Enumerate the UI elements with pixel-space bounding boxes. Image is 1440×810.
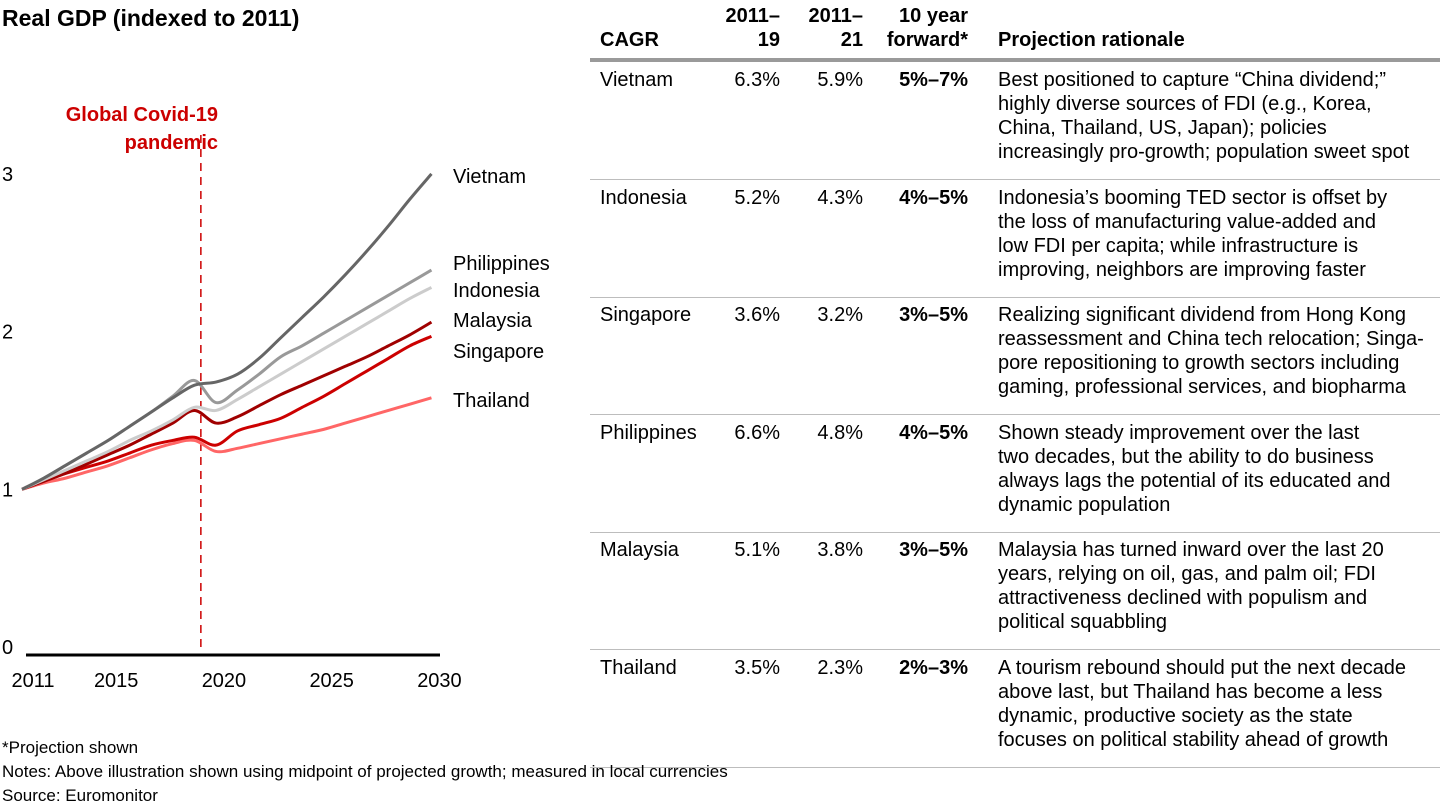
rationale-line: political squabbling (998, 611, 1168, 633)
forward-projection-cell: 4%–5% (899, 186, 968, 209)
table-row: Indonesia 5.2% 4.3% 4%–5% Indonesia’s boomin… (590, 180, 1440, 298)
cagr-2011-21-cell: 4.8% (817, 421, 863, 444)
series-line-singapore (21, 334, 433, 491)
footnote-notes: Notes: Above illustration shown using mi… (2, 762, 728, 781)
cagr-2011-19-cell: 5.1% (734, 539, 780, 561)
rationale-line: Malaysia has turned inward over the last… (998, 539, 1384, 561)
header-2011-21: 2011– 21 (808, 5, 863, 51)
country-cell: Singapore (600, 304, 692, 326)
rationale-line: pore repositioning to growth sectors inc… (998, 352, 1400, 374)
rationale-line: Shown steady improvement over the last (998, 421, 1360, 444)
header-2011-19: 2011– 19 (725, 5, 780, 51)
footnote-projection: *Projection shown (2, 738, 139, 757)
rationale-line: increasingly pro-growth; population swee… (998, 141, 1410, 163)
x-tick-label: 2025 (309, 670, 354, 692)
rationale-line: low FDI per capita; while infrastructure… (998, 234, 1359, 257)
rationale-cell: Best positioned to capture “China divide… (998, 68, 1409, 164)
x-tick-label: 2020 (202, 670, 247, 692)
forward-projection-cell: 2%–3% (899, 656, 968, 679)
footnote-source: Source: Euromonitor (2, 786, 158, 805)
country-cell: Thailand (600, 656, 677, 679)
rationale-line: always lags the potential of its educate… (998, 469, 1391, 492)
country-cell: Philippines (600, 421, 697, 444)
series-label: Malaysia (453, 310, 533, 332)
forward-projection-cell: 3%–5% (899, 304, 968, 326)
cagr-2011-19-cell: 3.5% (734, 656, 780, 679)
cagr-2011-21-cell: 2.3% (817, 656, 863, 679)
table-row: Singapore 3.6% 3.2% 3%–5% Realizing signific… (590, 297, 1440, 415)
rationale-cell: Malaysia has turned inward over the last… (998, 538, 1384, 634)
rationale-cell: A tourism rebound should put the next de… (998, 656, 1406, 752)
series-label: Philippines (453, 253, 550, 275)
series-label: Singapore (453, 341, 544, 363)
header-rationale: Projection rationale (998, 29, 1185, 51)
rationale-line: dynamic, productive society as the state (998, 704, 1353, 727)
rationale-line: Best positioned to capture “China divide… (998, 69, 1387, 91)
x-tick-label: 2011 (11, 670, 54, 692)
table-row: Thailand 3.5% 2.3% 2%–3% A tourism rebound s… (590, 650, 1440, 768)
rationale-line: improving, neighbors are improving faste… (998, 258, 1366, 281)
table-header: CAGR 2011– 19 2011– 21 10 year forward* Pro… (590, 0, 1440, 62)
rationale-line: focuses on political stability ahead of … (998, 728, 1389, 751)
rationale-line: Realizing significant dividend from Hong… (998, 304, 1407, 326)
forward-projection-cell: 5%–7% (899, 69, 968, 91)
series-line-malaysia (21, 320, 433, 491)
rationale-cell: Realizing significant dividend from Hong… (998, 303, 1424, 399)
rationale-line: above last, but Thailand has become a le… (998, 680, 1383, 703)
y-tick-label: 3 (2, 164, 13, 186)
cagr-2011-19-cell: 6.3% (734, 69, 780, 91)
table-row: Malaysia 5.1% 3.8% 3%–5% Malaysia has turned… (590, 532, 1440, 650)
cagr-2011-19-cell: 6.6% (734, 421, 780, 444)
x-tick-label: 2030 (417, 670, 462, 692)
covid-annotation-label: Global Covid-19 (66, 104, 218, 126)
rationale-line: years, relying on oil, gas, and palm oil… (998, 563, 1376, 585)
y-tick-label: 2 (2, 322, 13, 344)
series-line-indonesia (21, 286, 433, 491)
country-cell: Indonesia (600, 186, 687, 209)
series-label: Thailand (453, 390, 530, 412)
gdp-line-chart: 0 1 2 3 2011 2015 2020 2025 2030 Global Covid-19 p… (2, 104, 550, 692)
rationale-line: A tourism rebound should put the next de… (998, 656, 1407, 679)
series-line-vietnam (21, 172, 433, 491)
header-cagr: CAGR (600, 29, 659, 51)
y-tick-label: 0 (2, 637, 13, 659)
forward-projection-cell: 3%–5% (899, 539, 968, 561)
table-row: Vietnam 6.3% 5.9% 5%–7% Best positioned to c… (590, 62, 1440, 180)
rationale-line: the loss of manufacturing value-added an… (998, 210, 1377, 233)
rationale-cell: Indonesia’s booming TED sector is offset… (998, 186, 1387, 282)
cagr-2011-19-cell: 3.6% (734, 304, 780, 326)
series-line-thailand (21, 396, 432, 491)
cagr-2011-21-cell: 3.8% (817, 539, 863, 561)
cagr-2011-21-cell: 4.3% (817, 186, 863, 209)
rationale-cell: Shown steady improvement over the last tw… (998, 421, 1390, 517)
country-cell: Malaysia (600, 539, 679, 561)
series-label: Indonesia (453, 280, 541, 302)
rationale-line: gaming, professional services, and bioph… (998, 376, 1406, 398)
header-10-year-forward: 10 year forward* (886, 5, 968, 51)
rationale-line: two decades, but the ability to do busin… (998, 445, 1374, 468)
cagr-2011-19-cell: 5.2% (734, 186, 780, 209)
y-tick-label: 1 (2, 479, 13, 501)
chart-title: Real GDP (indexed to 2011) (2, 5, 300, 31)
rationale-line: highly diverse sources of FDI (e.g., Kor… (998, 93, 1372, 115)
country-cell: Vietnam (600, 69, 674, 91)
rationale-line: Indonesia’s booming TED sector is offset… (998, 186, 1388, 209)
x-tick-label: 2015 (94, 670, 139, 692)
table-row: Philippines 6.6% 4.8% 4%–5% Shown steady imp… (590, 415, 1440, 533)
cagr-2011-21-cell: 3.2% (817, 304, 863, 326)
forward-projection-cell: 4%–5% (899, 421, 968, 444)
series-label: Vietnam (453, 166, 526, 188)
cagr-2011-21-cell: 5.9% (817, 69, 863, 91)
rationale-line: attractiveness declined with populism an… (998, 587, 1368, 609)
rationale-line: reassessment and China tech relocation; … (998, 328, 1424, 350)
rationale-line: dynamic population (998, 493, 1171, 516)
covid-annotation-label: pandemic (125, 132, 218, 154)
rationale-line: China, Thailand, US, Japan); policies (998, 117, 1327, 139)
